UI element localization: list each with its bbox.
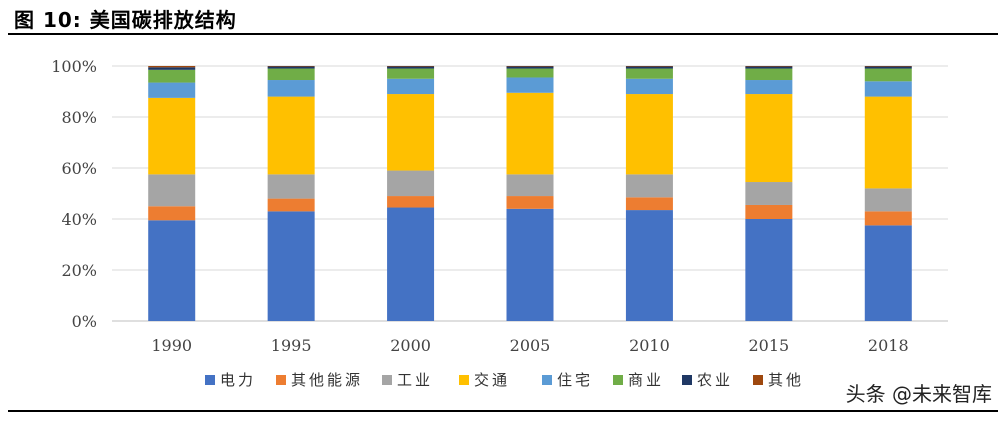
y-tick-label: 80% [61, 108, 97, 127]
legend-label: 其他能源 [291, 371, 363, 389]
bar-segment [625, 66, 673, 67]
legend-swatch [542, 375, 552, 385]
legend-swatch [205, 375, 215, 385]
bar-segment [387, 170, 435, 197]
bar-segment [506, 77, 554, 93]
legend-label: 电力 [220, 371, 256, 389]
bar-segment [506, 208, 554, 321]
bar-segment [625, 66, 673, 69]
bar-segment [267, 211, 315, 321]
x-tick-label: 2015 [748, 336, 789, 355]
bar-segment [506, 174, 554, 197]
y-tick-label: 40% [61, 210, 97, 229]
figure-title: 图 10: 美国碳排放结构 [14, 8, 237, 32]
bar-segment [267, 198, 315, 212]
bar-segment [387, 94, 435, 171]
x-tick-label: 2005 [510, 336, 551, 355]
bar-segment [745, 68, 793, 81]
bar-segment [745, 94, 793, 183]
legend-label: 商业 [628, 371, 664, 389]
bar-segment [267, 66, 315, 67]
bar-segment [267, 66, 315, 69]
bar-segment [267, 80, 315, 97]
legend-swatch [382, 375, 392, 385]
bar-segment [864, 66, 912, 67]
bar-segment [745, 66, 793, 69]
y-tick-label: 0% [72, 312, 97, 331]
y-tick-label: 20% [61, 261, 97, 280]
bar-segment [625, 210, 673, 321]
bar-segment [387, 196, 435, 208]
top-rule [8, 33, 998, 35]
bar-segment [864, 68, 912, 82]
bar-segment [625, 197, 673, 211]
x-tick-label: 2018 [868, 336, 909, 355]
bar-segment [864, 96, 912, 189]
bar-segment [148, 220, 196, 321]
bar-segment [148, 97, 196, 175]
legend-swatch [613, 375, 623, 385]
bar-segment [148, 66, 196, 68]
legend-swatch [753, 375, 763, 385]
bar-segment [148, 67, 196, 70]
bar-segment [267, 174, 315, 199]
x-tick-label: 1990 [151, 336, 192, 355]
bar-segment [387, 207, 435, 321]
watermark: 头条 @未来智库 [845, 382, 992, 406]
bar-segment [625, 78, 673, 95]
legend-swatch [459, 375, 469, 385]
legend-label: 工业 [397, 371, 433, 389]
x-tick-label: 2010 [629, 336, 670, 355]
bar-segment [864, 66, 912, 69]
bar-segment [506, 66, 554, 69]
legend-swatch [276, 375, 286, 385]
bar-segment [625, 174, 673, 198]
bar-segment [387, 66, 435, 67]
bar-segment [148, 69, 196, 83]
bar-segment [387, 66, 435, 69]
y-tick-label: 60% [61, 159, 97, 178]
bar-segment [506, 66, 554, 67]
bar-segment [864, 211, 912, 226]
bar-segment [148, 206, 196, 221]
bar-segment [745, 182, 793, 205]
bar-segment [148, 82, 196, 98]
bar-segment [745, 219, 793, 321]
bar-segment [506, 196, 554, 209]
bar-segment [267, 68, 315, 81]
bar-segment [387, 78, 435, 95]
bar-segment [267, 96, 315, 175]
bar-segment [625, 94, 673, 175]
bar-segment [148, 174, 196, 207]
legend-swatch [682, 375, 692, 385]
legend-label: 农业 [697, 371, 733, 389]
legend-label: 住宅 [557, 371, 593, 389]
bar-segment [864, 188, 912, 212]
y-tick-label: 100% [51, 57, 97, 76]
bar-segment [625, 68, 673, 79]
bar-segment [745, 66, 793, 67]
bar-segment [506, 92, 554, 175]
legend-label: 其他 [768, 371, 804, 389]
bottom-rule [8, 410, 998, 412]
bar-segment [864, 81, 912, 97]
legend-label: 交通 [474, 371, 510, 389]
bar-segment [745, 204, 793, 219]
x-tick-label: 2000 [390, 336, 431, 355]
bar-segment [387, 68, 435, 79]
bar-segment [864, 225, 912, 321]
bar-segment [506, 68, 554, 78]
bar-segment [745, 80, 793, 95]
x-tick-label: 1995 [271, 336, 312, 355]
